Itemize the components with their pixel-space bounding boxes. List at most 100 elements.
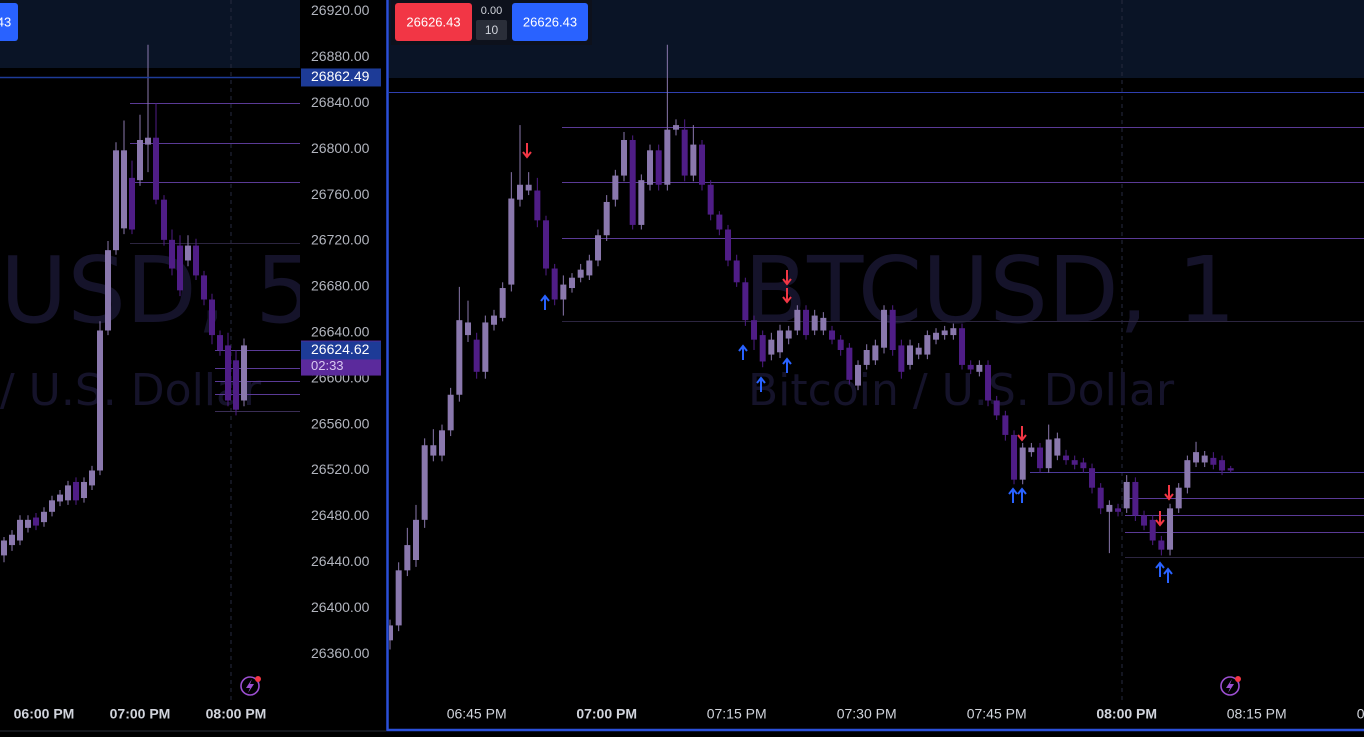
- candle-body: [907, 345, 914, 365]
- candle-body: [41, 511, 47, 523]
- time-label: 07:00 PM: [576, 706, 637, 722]
- candle-body: [794, 309, 801, 331]
- candle-body: [1210, 457, 1217, 465]
- replay-icon[interactable]: [240, 676, 261, 696]
- candle-body: [105, 250, 111, 331]
- candle-body: [924, 335, 931, 355]
- candle-body: [655, 150, 662, 185]
- left-watermark: BTCUSD, 5 Bitcoin / U.S. Dollar: [0, 237, 314, 416]
- time-label: 08:30 PM: [1357, 706, 1364, 722]
- candle-body: [1019, 447, 1026, 480]
- time-label: 07:15 PM: [707, 706, 767, 722]
- candle-body: [1123, 481, 1130, 509]
- candle-body: [89, 470, 95, 486]
- time-axis: 06:00 PM 07:00 PM 08:00 PM 06:45 PM 07:00 PM…: [14, 706, 1364, 722]
- buy-button[interactable]: [512, 3, 588, 41]
- time-label: 07:45 PM: [967, 706, 1027, 722]
- candle-body: [872, 345, 879, 361]
- countdown: 02:33: [311, 358, 344, 373]
- candle-body: [517, 184, 524, 200]
- candle-body: [759, 335, 766, 362]
- price-label: 26920.00: [311, 2, 370, 18]
- quantity-box[interactable]: [476, 20, 507, 40]
- candle-body: [889, 309, 896, 350]
- candle-body: [855, 364, 862, 386]
- candle-body: [1193, 452, 1200, 463]
- candle-body: [169, 239, 175, 269]
- price-label: 26640.00: [311, 323, 370, 339]
- candle-body: [1045, 439, 1052, 469]
- active-pane-border: [386, 0, 1364, 732]
- candle-body: [725, 229, 732, 261]
- candle-body: [1054, 438, 1061, 456]
- candle-body: [803, 309, 810, 336]
- candle-body: [153, 137, 159, 200]
- candle-body: [707, 184, 714, 215]
- candle-body: [1167, 508, 1174, 550]
- candle-body: [1149, 519, 1156, 541]
- candle-body: [751, 320, 758, 340]
- candle-body: [33, 517, 39, 526]
- candle-body: [1201, 455, 1208, 463]
- candle-body: [241, 345, 247, 401]
- price-label: 26800.00: [311, 140, 370, 156]
- candle-body: [57, 494, 63, 502]
- candle-body: [560, 284, 567, 300]
- candle-body: [629, 140, 636, 225]
- candle-body: [551, 268, 558, 300]
- candle-body: [1219, 460, 1226, 471]
- watermark-symbol: BTCUSD, 5: [0, 237, 314, 344]
- candle-body: [113, 150, 119, 251]
- candle-body: [820, 317, 827, 331]
- candle-body: [473, 339, 480, 372]
- spread: 0.00: [481, 5, 502, 17]
- order-panel: 26626.43 0.00 10 26626.43: [391, 0, 592, 45]
- candle-body: [1089, 468, 1096, 488]
- candle-body: [81, 481, 87, 499]
- candle-body: [733, 260, 740, 283]
- price-label: 26400.00: [311, 599, 370, 615]
- candle-body: [525, 184, 532, 191]
- replay-icon[interactable]: [1220, 676, 1241, 696]
- candle-body: [1141, 515, 1148, 526]
- watermark-description: Bitcoin / U.S. Dollar: [0, 365, 262, 416]
- buy-price: 26626.43: [523, 14, 577, 29]
- candle-body: [225, 345, 231, 401]
- time-label: 07:30 PM: [837, 706, 897, 722]
- candle-body: [976, 364, 983, 372]
- candle-body: [421, 445, 428, 520]
- candle-body: [177, 245, 183, 291]
- candle-body: [439, 430, 446, 456]
- price-label: 26520.00: [311, 461, 370, 477]
- candle-body: [612, 175, 619, 200]
- sell-price: 26626.43: [406, 14, 460, 29]
- candle-body: [638, 180, 645, 225]
- price-tag: [301, 68, 381, 87]
- candle-body: [430, 445, 437, 456]
- candle-body: [1115, 508, 1122, 512]
- sell-button[interactable]: [395, 3, 472, 41]
- price-tag-label: 26624.62: [311, 341, 370, 357]
- price-label: 26360.00: [311, 645, 370, 661]
- candle-body: [1227, 468, 1234, 471]
- candle-body: [9, 534, 15, 546]
- candle-body: [1002, 415, 1009, 435]
- candle-body: [985, 364, 992, 401]
- candle-body: [664, 129, 671, 185]
- candle-body: [742, 282, 749, 321]
- candle-body: [569, 277, 576, 289]
- candle-body: [508, 198, 515, 285]
- candle-body: [777, 330, 784, 353]
- candle-body: [465, 322, 472, 336]
- candle-body: [209, 299, 215, 336]
- candle-body: [145, 137, 151, 145]
- candle-body: [690, 144, 697, 176]
- price-tag: [301, 341, 381, 360]
- candle-body: [1097, 487, 1104, 509]
- price-axis: 26920.00 26880.00 26840.00 26800.00 26760.00…: [301, 2, 381, 661]
- buy-button-fragment[interactable]: [0, 3, 18, 41]
- candle-body: [201, 275, 207, 300]
- candle-body: [1175, 487, 1182, 509]
- candle-body: [1184, 460, 1191, 488]
